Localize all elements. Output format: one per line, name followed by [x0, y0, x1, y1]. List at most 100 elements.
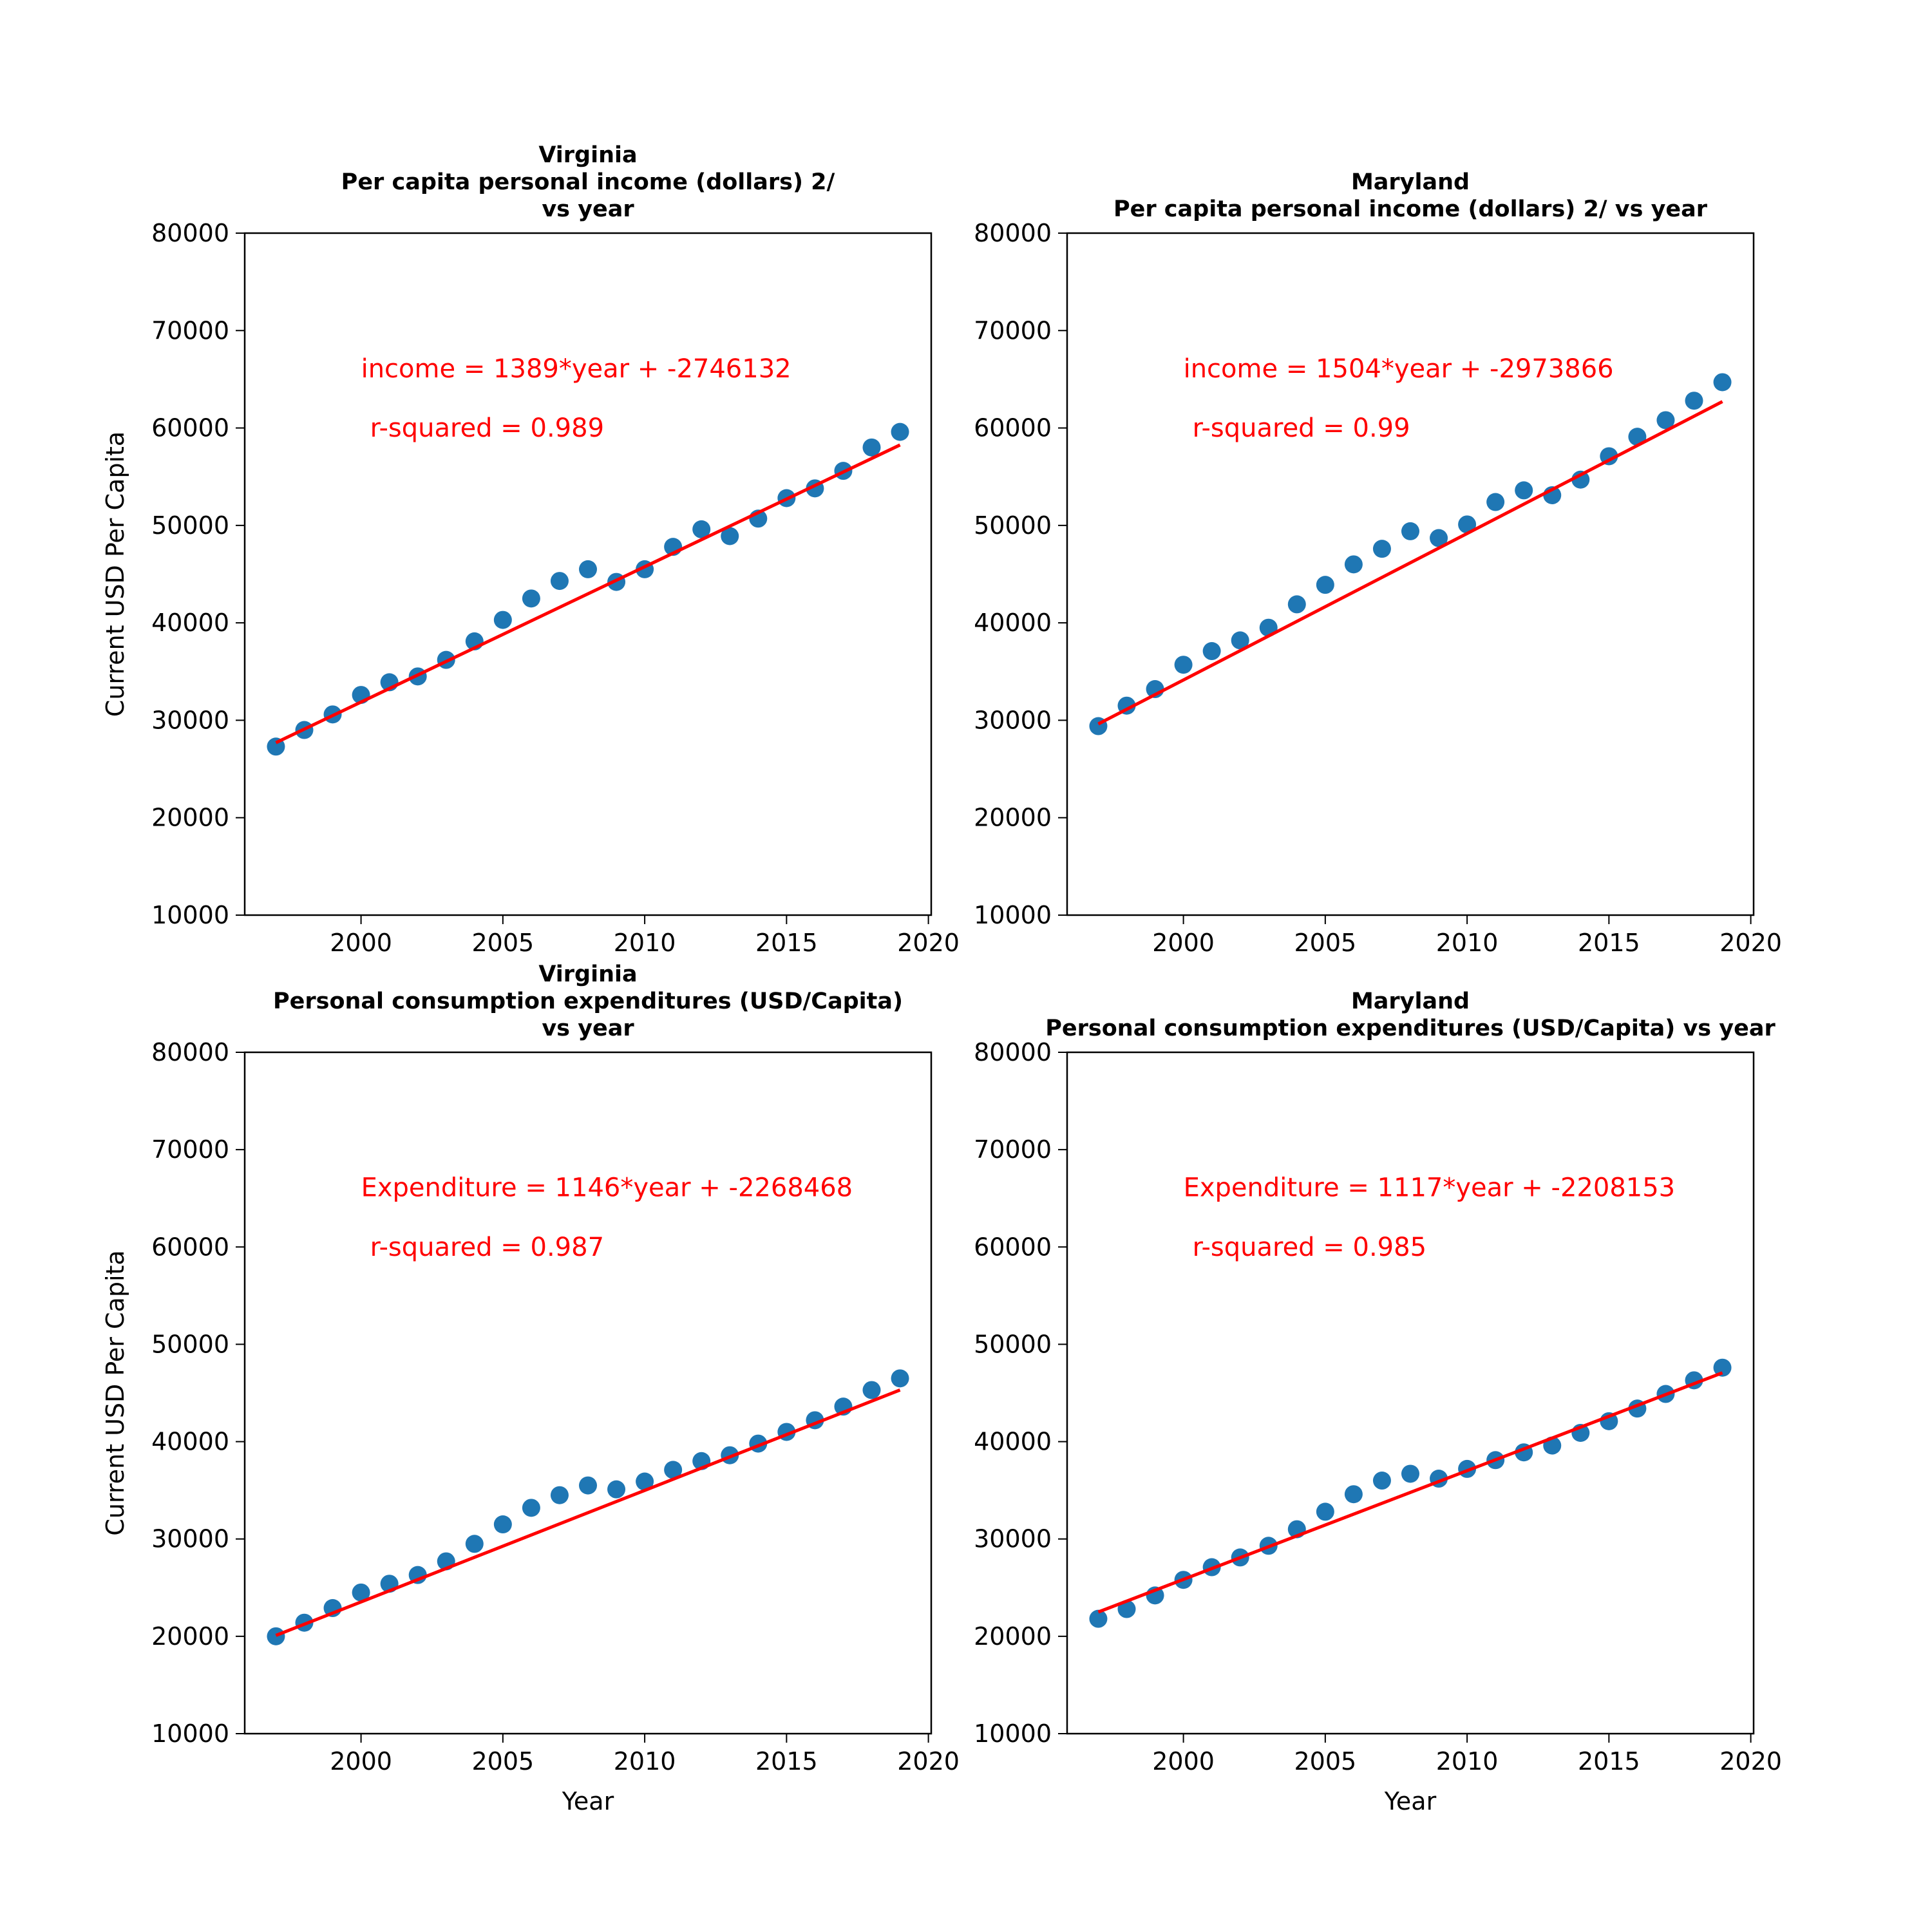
x-tick-label: 2010 — [614, 929, 676, 957]
r-squared-annotation: r-squared = 0.985 — [1193, 1233, 1426, 1262]
y-tick-label: 20000 — [974, 1622, 1052, 1651]
x-tick-label: 2000 — [330, 929, 392, 957]
chart-title-line: Personal consumption expenditures (USD/C… — [273, 989, 903, 1014]
y-tick-label: 20000 — [151, 804, 229, 832]
y-axis-label: Current USD Per Capita — [101, 1250, 129, 1535]
scatter-point — [1713, 373, 1732, 392]
scatter-point — [721, 527, 739, 545]
chart-title-line: vs year — [542, 1016, 634, 1041]
x-tick-label: 2000 — [1152, 1747, 1215, 1776]
regression-line — [275, 1388, 901, 1637]
scatter-point — [550, 572, 569, 591]
x-tick-label: 2000 — [1152, 929, 1215, 957]
scatter-point — [1287, 595, 1306, 614]
y-tick-label: 50000 — [151, 1330, 229, 1358]
scatter-point — [1174, 656, 1193, 674]
x-tick-label: 2015 — [755, 929, 818, 957]
equation-annotation: Expenditure = 1117*year + -2208153 — [1184, 1173, 1676, 1203]
r-squared-annotation: r-squared = 0.989 — [370, 413, 604, 443]
scatter-point — [862, 438, 881, 457]
x-tick-label: 2000 — [330, 1747, 392, 1776]
scatter-point — [1089, 1609, 1108, 1628]
scatter-point — [493, 1515, 512, 1534]
regression-line — [275, 443, 901, 744]
scatter-point — [1372, 540, 1391, 558]
scatter-point — [465, 1535, 484, 1553]
chart-title-line: Virginia — [538, 961, 637, 987]
scatter-point — [1231, 631, 1249, 650]
scatter-point — [636, 1472, 654, 1491]
equation-annotation: income = 1504*year + -2973866 — [1184, 354, 1614, 384]
scatter-point — [493, 611, 512, 629]
y-tick-label: 80000 — [151, 219, 229, 247]
scatter-point — [1401, 1464, 1419, 1483]
y-tick-label: 20000 — [151, 1622, 229, 1651]
scatter-point — [1486, 493, 1505, 511]
y-tick-label: 10000 — [974, 901, 1052, 929]
x-tick-label: 2020 — [897, 929, 960, 957]
scatter-point — [664, 1461, 683, 1479]
y-tick-label: 40000 — [974, 1428, 1052, 1456]
y-tick-label: 50000 — [974, 511, 1052, 540]
x-tick-label: 2005 — [1294, 929, 1356, 957]
r-squared-annotation: r-squared = 0.987 — [370, 1233, 604, 1262]
scatter-point — [579, 1476, 597, 1495]
y-tick-label: 40000 — [151, 609, 229, 637]
chart-title-line: Personal consumption expenditures (USD/C… — [1045, 1016, 1776, 1041]
x-tick-label: 2005 — [471, 929, 534, 957]
scatter-point — [607, 1480, 626, 1499]
scatter-point — [1628, 428, 1647, 446]
chart-title-line: Virginia — [538, 142, 637, 168]
chart-title-line: Per capita personal income (dollars) 2/ — [341, 169, 835, 195]
x-tick-label: 2020 — [1719, 929, 1782, 957]
scatter-point — [1713, 1358, 1732, 1377]
scatter-point — [1571, 470, 1590, 489]
plot-frame — [1066, 232, 1755, 916]
y-tick-label: 30000 — [151, 706, 229, 734]
scatter-point — [1515, 481, 1533, 500]
scatter-point — [692, 520, 711, 538]
y-tick-label: 10000 — [974, 1719, 1052, 1748]
scatter-point — [891, 422, 909, 441]
chart-title-line: Maryland — [1351, 989, 1470, 1014]
chart-title-line: vs year — [542, 196, 634, 222]
y-tick-label: 30000 — [974, 1525, 1052, 1553]
x-tick-label: 2020 — [897, 1747, 960, 1776]
scatter-point — [1316, 576, 1334, 594]
chart-title-line: Per capita personal income (dollars) 2/ … — [1113, 196, 1708, 222]
scatter-point — [1344, 1485, 1363, 1504]
plot-frame — [1066, 1051, 1755, 1735]
scatter-point — [579, 560, 597, 578]
scatter-point — [1458, 515, 1477, 534]
y-tick-label: 30000 — [151, 1525, 229, 1553]
regression-line — [1097, 1371, 1723, 1614]
x-tick-label: 2015 — [1578, 1747, 1640, 1776]
y-tick-label: 80000 — [151, 1038, 229, 1066]
x-tick-label: 2010 — [1436, 1747, 1499, 1776]
y-tick-label: 70000 — [151, 1135, 229, 1164]
scatter-point — [550, 1486, 569, 1504]
y-tick-label: 70000 — [974, 1135, 1052, 1164]
y-tick-label: 10000 — [151, 901, 229, 929]
r-squared-annotation: r-squared = 0.99 — [1193, 413, 1410, 443]
x-tick-label: 2015 — [1578, 929, 1640, 957]
scatter-point — [862, 1381, 881, 1399]
scatter-point — [522, 1499, 540, 1517]
scatter-point — [1344, 555, 1363, 574]
y-tick-label: 80000 — [974, 1038, 1052, 1066]
scatter-point — [1372, 1472, 1391, 1490]
equation-annotation: Expenditure = 1146*year + -2268468 — [361, 1173, 853, 1203]
x-tick-label: 2010 — [614, 1747, 676, 1776]
y-tick-label: 60000 — [974, 414, 1052, 442]
scatter-point — [1401, 522, 1419, 540]
scatter-point — [352, 1583, 370, 1602]
x-axis-label: Year — [1384, 1787, 1437, 1815]
y-tick-label: 40000 — [151, 1428, 229, 1456]
scatter-point — [267, 1627, 285, 1645]
plot-frame — [243, 232, 933, 916]
